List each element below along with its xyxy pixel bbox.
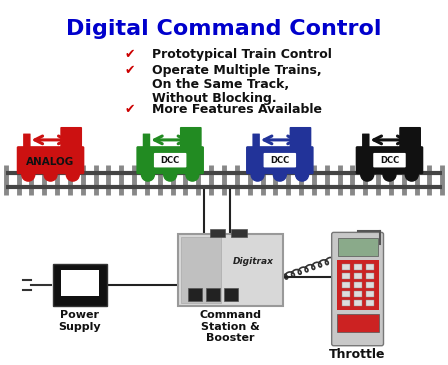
Circle shape [251, 168, 264, 181]
FancyBboxPatch shape [246, 146, 314, 174]
Circle shape [186, 168, 199, 181]
Text: ✔: ✔ [125, 103, 136, 116]
Circle shape [164, 168, 177, 181]
Bar [210, 229, 225, 237]
Bar [232, 229, 247, 237]
FancyBboxPatch shape [60, 127, 82, 149]
Text: Prototypical Train Control: Prototypical Train Control [152, 49, 332, 61]
Circle shape [66, 168, 79, 181]
Bar [342, 264, 349, 270]
Bar [366, 282, 374, 288]
Text: ✔: ✔ [125, 64, 136, 77]
Circle shape [273, 168, 286, 181]
Circle shape [296, 168, 309, 181]
Text: DCC: DCC [160, 156, 180, 165]
Bar [353, 273, 362, 279]
Text: More Features Available: More Features Available [152, 103, 322, 116]
Bar [353, 264, 362, 270]
FancyBboxPatch shape [356, 146, 423, 174]
Bar [342, 282, 349, 288]
FancyBboxPatch shape [263, 153, 296, 168]
Circle shape [44, 168, 57, 181]
Text: Throttle: Throttle [329, 348, 386, 361]
FancyBboxPatch shape [289, 127, 311, 149]
Bar [336, 260, 379, 310]
Bar [178, 234, 283, 306]
Bar [353, 282, 362, 288]
Bar [366, 264, 374, 270]
Bar [366, 291, 374, 297]
FancyBboxPatch shape [154, 153, 186, 168]
Text: Command
Station &
Booster: Command Station & Booster [199, 310, 262, 343]
Bar [336, 314, 379, 332]
FancyBboxPatch shape [373, 153, 406, 168]
Text: DCC: DCC [380, 156, 399, 165]
FancyBboxPatch shape [362, 134, 370, 148]
Circle shape [22, 168, 35, 181]
Bar [181, 237, 221, 303]
FancyBboxPatch shape [136, 146, 204, 174]
Text: Power
Supply: Power Supply [59, 310, 101, 331]
Bar [206, 288, 220, 301]
Text: Operate Multiple Trains,: Operate Multiple Trains, [152, 64, 322, 77]
FancyBboxPatch shape [252, 134, 260, 148]
Text: Digital Command Control: Digital Command Control [66, 19, 382, 39]
Bar [342, 273, 349, 279]
FancyBboxPatch shape [332, 233, 383, 346]
Text: On the Same Track,: On the Same Track, [152, 78, 289, 91]
Bar [353, 300, 362, 306]
Bar [224, 288, 238, 301]
Bar [338, 238, 378, 256]
Circle shape [142, 168, 155, 181]
FancyBboxPatch shape [399, 127, 421, 149]
Bar [52, 264, 108, 306]
Circle shape [361, 168, 374, 181]
Bar [188, 288, 202, 301]
Bar [353, 291, 362, 297]
Bar [60, 270, 99, 296]
Text: Without Blocking.: Without Blocking. [152, 92, 277, 105]
Circle shape [383, 168, 396, 181]
Circle shape [405, 168, 418, 181]
FancyBboxPatch shape [180, 127, 202, 149]
Bar [366, 273, 374, 279]
FancyBboxPatch shape [143, 134, 150, 148]
FancyBboxPatch shape [17, 146, 84, 174]
Text: Digitrax: Digitrax [233, 257, 274, 266]
Text: ✔: ✔ [125, 49, 136, 61]
Text: ANALOG: ANALOG [26, 157, 75, 167]
Text: DCC: DCC [270, 156, 289, 165]
Bar [342, 300, 349, 306]
FancyBboxPatch shape [23, 134, 30, 148]
Bar [366, 300, 374, 306]
Bar [342, 291, 349, 297]
